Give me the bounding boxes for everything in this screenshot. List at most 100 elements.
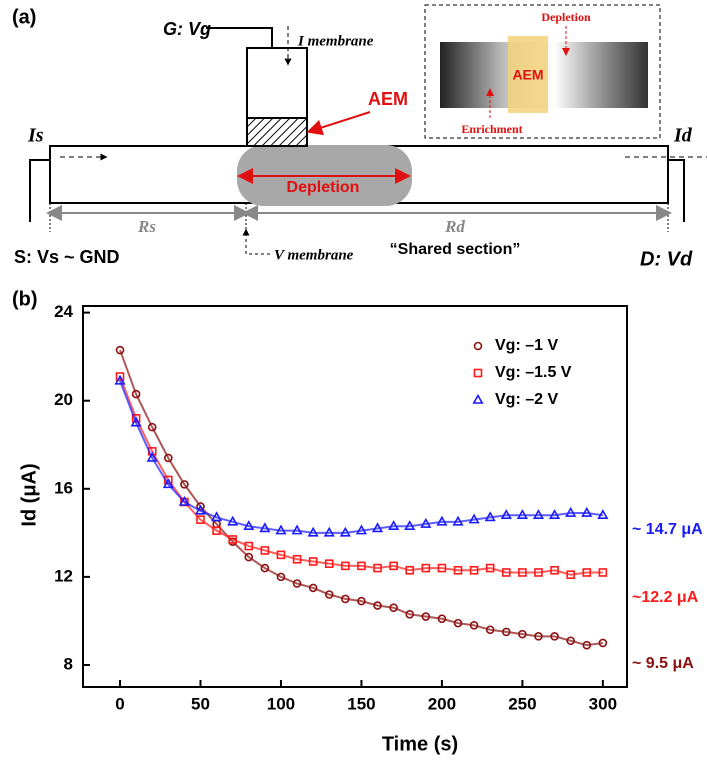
source-current: Is	[27, 125, 44, 147]
data-point	[308, 583, 318, 593]
data-point	[357, 596, 366, 606]
data-point	[146, 451, 158, 462]
data-point	[341, 561, 350, 571]
data-point	[324, 590, 334, 599]
panel-label: (a)	[12, 6, 36, 28]
gate-label: G: Vg	[163, 19, 211, 39]
data-point	[452, 515, 464, 526]
data-point	[323, 526, 335, 537]
aem-layer	[246, 117, 308, 147]
x-tick-label: 0	[115, 694, 124, 713]
data-point	[194, 504, 207, 515]
data-point	[484, 511, 496, 522]
data-point	[501, 568, 511, 577]
data-point	[307, 526, 319, 537]
annotation: ~ 14.7 μA	[632, 521, 703, 538]
v-membrane-arrow	[242, 228, 270, 255]
data-point	[421, 612, 431, 621]
depletion-label: Depletion	[287, 179, 360, 196]
shared-label: “Shared section”	[390, 241, 521, 258]
data-point	[485, 625, 495, 635]
data-point	[473, 341, 483, 351]
data-point	[473, 368, 483, 378]
data-point	[405, 565, 415, 575]
annotation: ~12.2 μA	[632, 589, 699, 606]
series-line	[119, 376, 603, 576]
data-point	[339, 526, 351, 537]
data-point	[324, 559, 334, 568]
data-point	[469, 621, 479, 630]
data-point	[341, 594, 350, 604]
y-tick-label: 12	[54, 566, 73, 585]
data-point	[131, 389, 141, 399]
inset-aem	[508, 36, 548, 113]
data-point	[259, 522, 271, 533]
data-point	[291, 524, 303, 535]
data-point	[228, 535, 237, 544]
data-point	[275, 524, 287, 535]
drain-current: Id	[673, 125, 693, 147]
y-tick-label: 8	[64, 654, 73, 673]
data-point	[260, 563, 270, 573]
data-point	[276, 550, 286, 560]
data-point	[260, 546, 270, 555]
data-point	[485, 563, 495, 573]
data-point	[130, 416, 142, 427]
drain-label: D: Vd	[640, 248, 693, 270]
data-point	[598, 568, 608, 577]
data-point	[114, 374, 126, 385]
data-point	[566, 570, 575, 579]
data-point	[244, 541, 254, 551]
data-point	[388, 520, 400, 531]
x-tick-label: 50	[191, 694, 210, 713]
data-point	[566, 636, 575, 646]
legend-label: Vg: –1.5 V	[495, 364, 572, 381]
drain-lead	[668, 159, 685, 222]
y-tick-label: 20	[54, 390, 73, 409]
x-tick-label: 200	[428, 694, 456, 713]
data-point	[550, 632, 559, 641]
data-point	[501, 627, 511, 637]
data-point	[472, 393, 484, 404]
x-axis-title: Time (s)	[382, 733, 458, 755]
plot-frame	[82, 305, 628, 688]
data-point	[243, 520, 255, 531]
data-point	[404, 520, 416, 531]
inset-depletion: Depletion	[541, 10, 591, 24]
membrane-box	[246, 47, 308, 119]
y-tick-label: 16	[54, 478, 73, 497]
data-point	[437, 563, 447, 573]
data-point	[308, 557, 318, 566]
x-tick-label: 250	[508, 694, 536, 713]
data-point	[549, 509, 561, 520]
v-membrane-label: V membrane	[274, 247, 354, 263]
panel-a: (a) Depletion G: Vg I membrane AEM Is Id…	[12, 4, 707, 270]
gate-wire	[206, 27, 273, 48]
legend-label: Vg: –1 V	[495, 337, 558, 354]
data-point	[115, 345, 125, 355]
data-point	[292, 579, 302, 588]
series-line	[119, 380, 603, 534]
data-point	[516, 509, 528, 520]
data-point	[582, 568, 592, 577]
data-point	[292, 554, 302, 564]
data-point	[196, 515, 205, 524]
y-axis-title: Id (μA)	[18, 463, 40, 526]
data-point	[421, 563, 431, 573]
x-tick-label: 100	[267, 694, 295, 713]
data-point	[212, 526, 221, 535]
y-tick-label: 24	[54, 302, 73, 321]
data-point	[582, 640, 592, 650]
data-point	[389, 561, 398, 571]
data-point	[244, 552, 254, 562]
annotation: ~ 9.5 μA	[632, 655, 694, 672]
data-point	[147, 422, 157, 432]
data-point	[598, 638, 608, 648]
legend-label: Vg: –2 V	[495, 391, 558, 408]
data-point	[420, 517, 432, 528]
data-point	[518, 629, 527, 639]
x-tick-label: 300	[589, 694, 617, 713]
x-tick-label: 150	[347, 694, 375, 713]
data-point	[500, 509, 512, 520]
